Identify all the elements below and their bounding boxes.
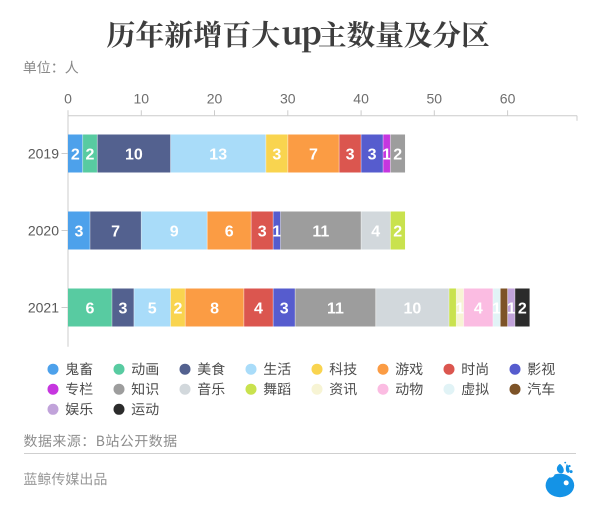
svg-text:60: 60 (500, 91, 516, 107)
svg-text:1: 1 (507, 300, 516, 317)
svg-text:2: 2 (393, 223, 402, 240)
svg-text:50: 50 (427, 91, 443, 107)
svg-text:3: 3 (118, 300, 127, 317)
svg-text:3: 3 (272, 146, 281, 163)
svg-text:2: 2 (518, 300, 527, 317)
svg-text:20: 20 (207, 91, 223, 107)
svg-text:10: 10 (403, 300, 421, 317)
svg-text:2020: 2020 (28, 223, 59, 239)
svg-text:6: 6 (86, 300, 95, 317)
svg-text:4: 4 (474, 300, 483, 317)
svg-text:7: 7 (111, 223, 120, 240)
svg-text:6: 6 (225, 223, 234, 240)
svg-text:40: 40 (353, 91, 369, 107)
svg-text:2: 2 (393, 146, 402, 163)
svg-text:1: 1 (456, 300, 465, 317)
svg-text:2: 2 (173, 300, 182, 317)
svg-text:3: 3 (346, 146, 355, 163)
svg-text:11: 11 (327, 300, 344, 317)
svg-text:3: 3 (75, 223, 84, 240)
svg-text:10: 10 (134, 91, 150, 107)
svg-text:4: 4 (254, 300, 263, 317)
svg-text:13: 13 (209, 146, 227, 163)
svg-text:3: 3 (258, 223, 267, 240)
svg-text:4: 4 (371, 223, 380, 240)
svg-text:2: 2 (86, 146, 95, 163)
svg-text:2: 2 (71, 146, 80, 163)
svg-text:7: 7 (309, 146, 318, 163)
svg-text:1: 1 (382, 146, 391, 163)
svg-text:5: 5 (148, 300, 157, 317)
svg-text:8: 8 (210, 300, 219, 317)
svg-text:3: 3 (280, 300, 289, 317)
svg-text:2021: 2021 (28, 300, 59, 316)
svg-text:30: 30 (280, 91, 296, 107)
svg-text:11: 11 (312, 223, 329, 240)
svg-text:9: 9 (170, 223, 179, 240)
svg-text:3: 3 (368, 146, 377, 163)
svg-text:10: 10 (125, 146, 143, 163)
svg-text:2019: 2019 (28, 146, 59, 162)
svg-text:1: 1 (492, 300, 501, 317)
svg-text:1: 1 (272, 223, 281, 240)
svg-text:0: 0 (64, 91, 72, 107)
